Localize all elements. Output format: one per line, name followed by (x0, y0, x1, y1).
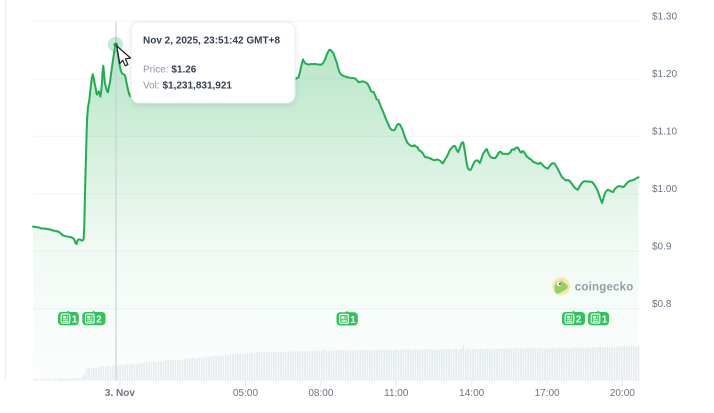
svg-text:Price: $1.26: Price: $1.26 (143, 65, 197, 76)
svg-text:1: 1 (602, 315, 608, 326)
svg-text:20:00: 20:00 (610, 388, 635, 399)
svg-text:2: 2 (576, 315, 582, 326)
svg-text:08:00: 08:00 (308, 388, 333, 399)
svg-text:$0.9: $0.9 (652, 242, 672, 253)
svg-text:05:00: 05:00 (233, 388, 258, 399)
svg-text:14:00: 14:00 (459, 388, 484, 399)
svg-text:$1.30: $1.30 (652, 12, 677, 23)
svg-text:$1.10: $1.10 (652, 127, 677, 138)
svg-text:coingecko: coingecko (575, 281, 634, 293)
svg-text:Vol: $1,231,831,921: Vol: $1,231,831,921 (143, 81, 232, 92)
svg-text:2: 2 (96, 315, 102, 326)
svg-text:$1.20: $1.20 (652, 69, 677, 80)
svg-text:11:00: 11:00 (384, 388, 409, 399)
svg-text:$1.00: $1.00 (652, 184, 677, 195)
svg-text:1: 1 (72, 315, 78, 326)
svg-text:3. Nov: 3. Nov (105, 388, 135, 399)
svg-text:17:00: 17:00 (535, 388, 560, 399)
svg-text:1: 1 (350, 315, 356, 326)
svg-text:$0.8: $0.8 (652, 299, 672, 310)
svg-text:Nov 2, 2025, 23:51:42 GMT+8: Nov 2, 2025, 23:51:42 GMT+8 (143, 36, 280, 47)
